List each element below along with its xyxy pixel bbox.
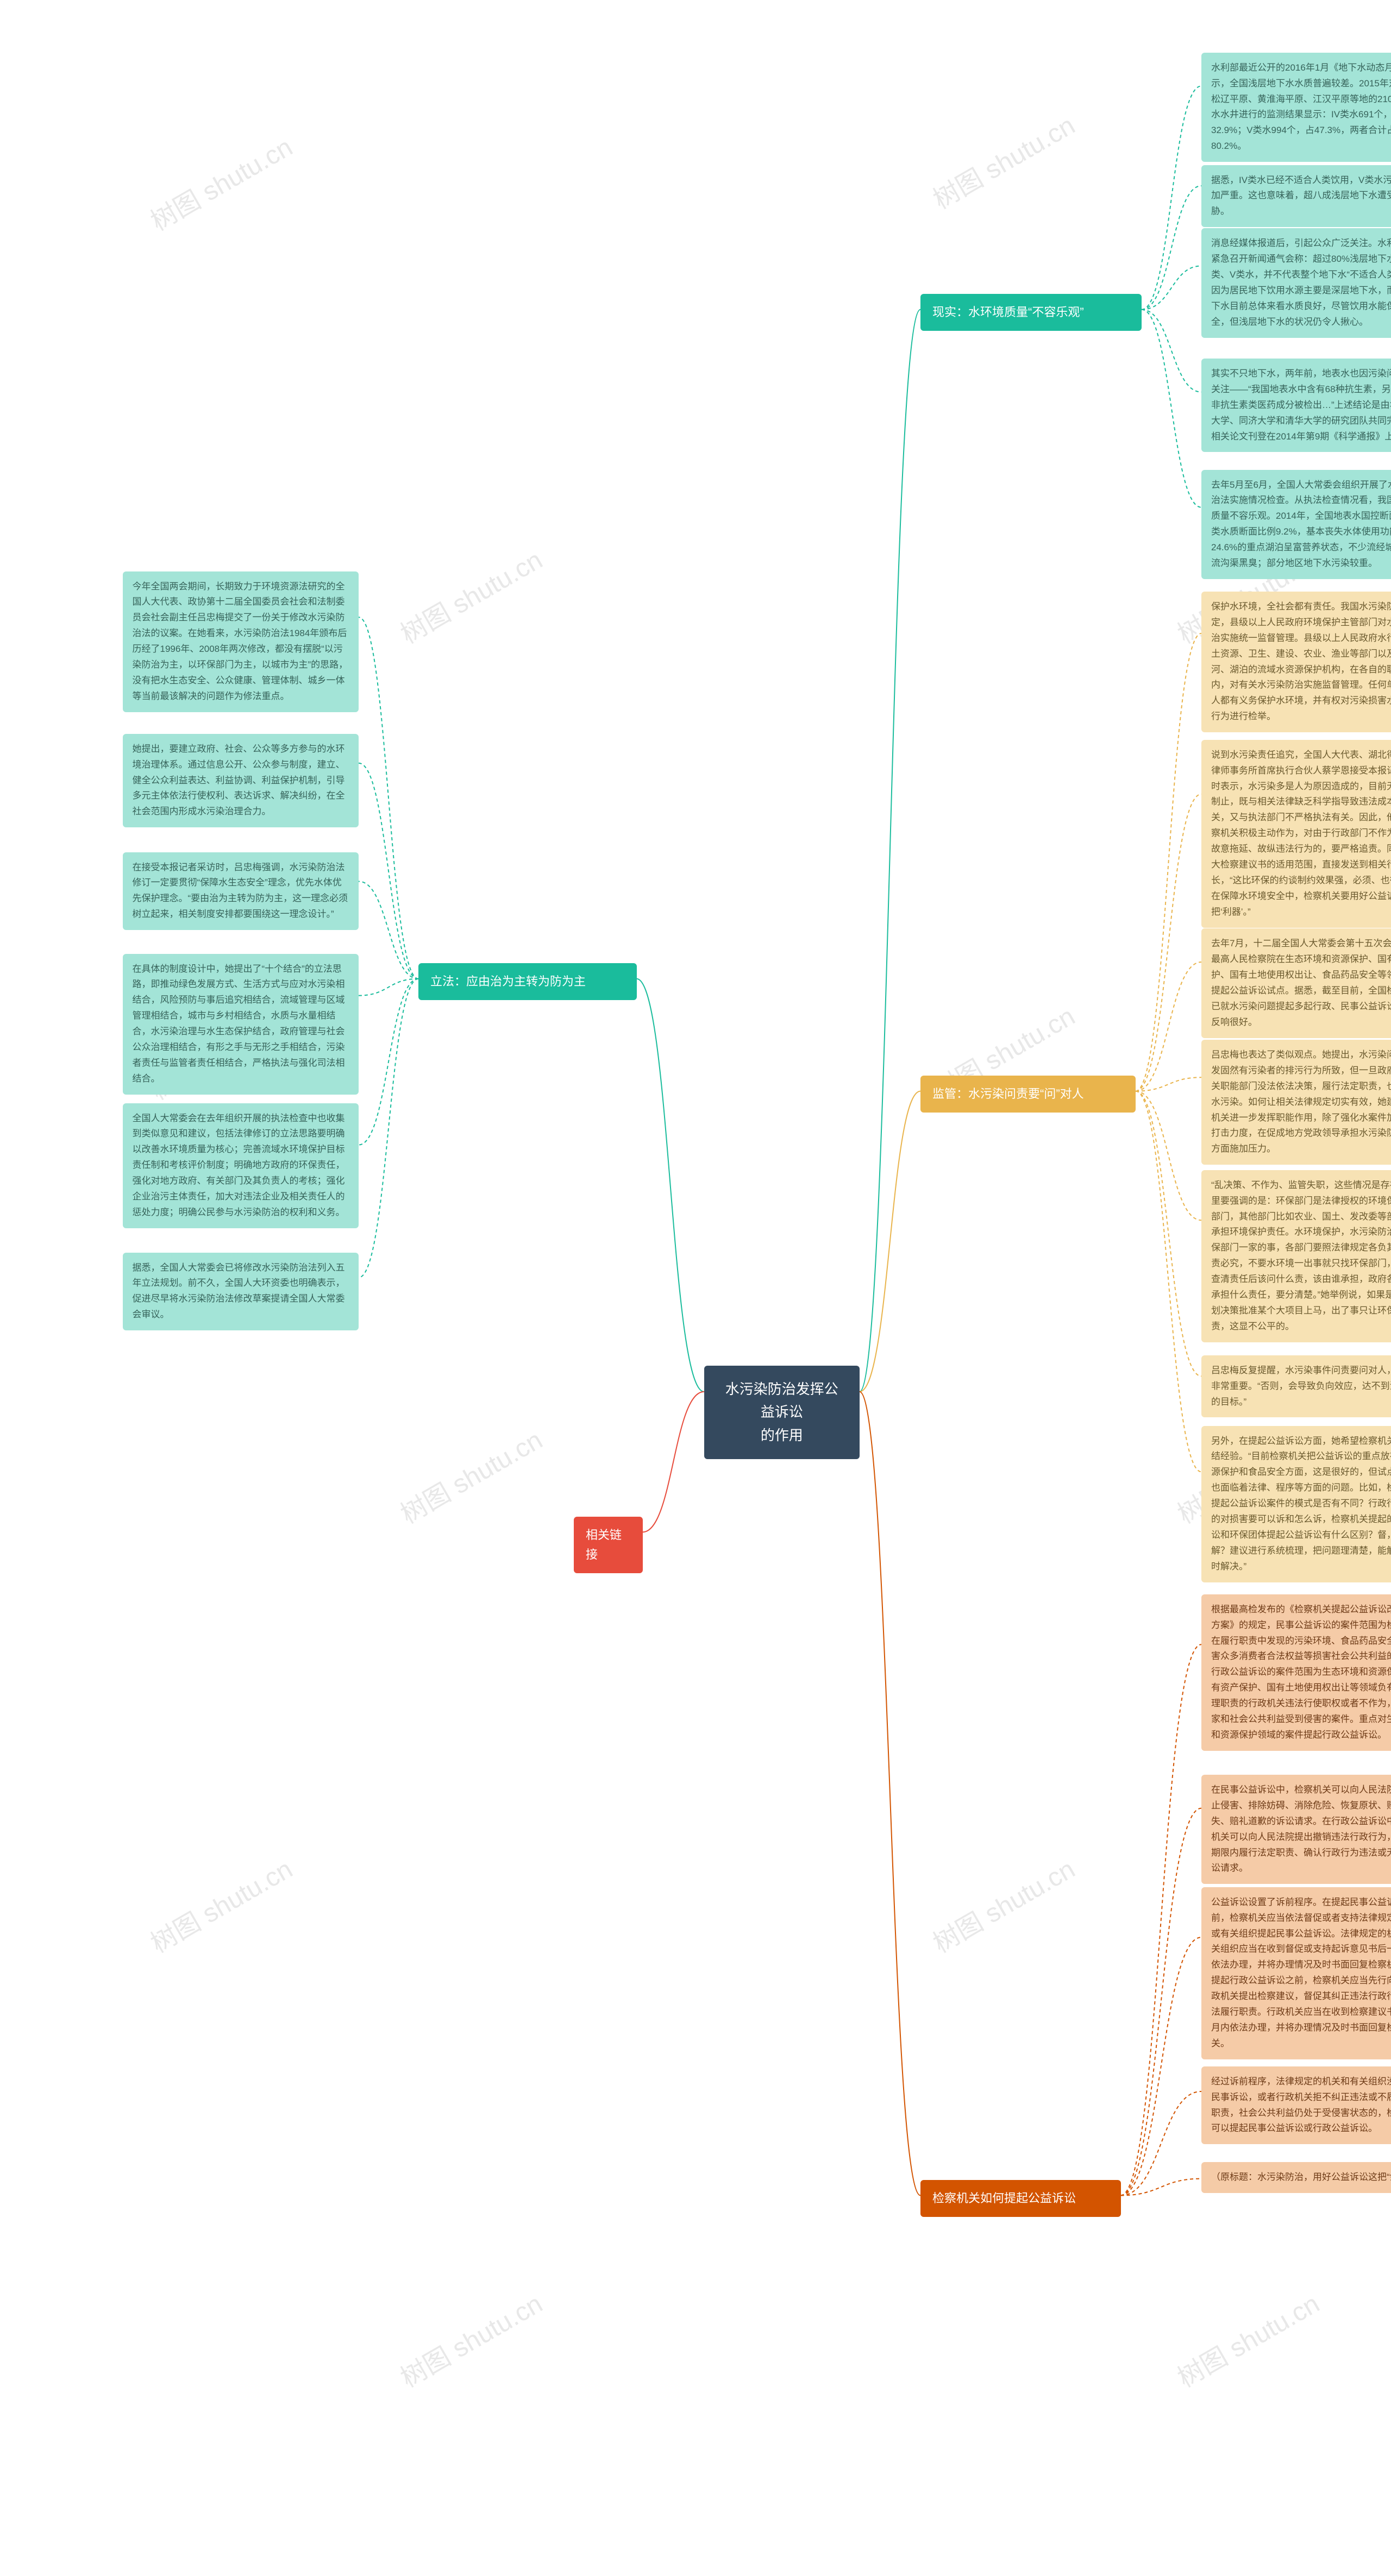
- leaf-supervision-1[interactable]: 说到水污染责任追究，全国人大代表、湖北得伟君尚律师事务所首席执行合伙人蔡学恩接受…: [1201, 740, 1391, 928]
- leaf-prosecution-4[interactable]: （原标题：水污染防治，用好公益诉讼这把“剑”）: [1201, 2162, 1391, 2193]
- leaf-legislation-5[interactable]: 据悉，全国人大常委会已将修改水污染防治法列入五年立法规划。前不久，全国人大环资委…: [123, 1253, 359, 1331]
- leaf-reality-0[interactable]: 水利部最近公开的2016年1月《地下水动态月报》显示，全国浅层地下水水质普遍较差…: [1201, 53, 1391, 162]
- watermark: 树图 shutu.cn: [392, 1419, 548, 1531]
- leaf-reality-2[interactable]: 消息经媒体报道后，引起公众广泛关注。水利部随后紧急召开新闻通气会称：超过80%浅…: [1201, 228, 1391, 337]
- leaf-supervision-6[interactable]: 另外，在提起公益诉讼方面，她希望检察机关及时总结经验。“目前检察机关把公益诉讼的…: [1201, 1426, 1391, 1582]
- leaf-reality-4[interactable]: 去年5月至6月，全国人大常委会组织开展了水污染防治法实施情况检查。从执法检查情况…: [1201, 470, 1391, 579]
- watermark: 树图 shutu.cn: [925, 1848, 1081, 1960]
- leaf-legislation-0[interactable]: 今年全国两会期间，长期致力于环境资源法研究的全国人大代表、政协第十二届全国委员会…: [123, 571, 359, 712]
- leaf-prosecution-2[interactable]: 公益诉讼设置了诉前程序。在提起民事公益诉讼之前，检察机关应当依法督促或者支持法律…: [1201, 1887, 1391, 2059]
- leaf-prosecution-1[interactable]: 在民事公益诉讼中，检察机关可以向人民法院提出停止侵害、排除妨碍、消除危险、恢复原…: [1201, 1775, 1391, 1884]
- watermark: 树图 shutu.cn: [392, 539, 548, 651]
- watermark: 树图 shutu.cn: [392, 2283, 548, 2395]
- root-node[interactable]: 水污染防治发挥公益诉讼 的作用: [704, 1366, 860, 1460]
- leaf-legislation-1[interactable]: 她提出，要建立政府、社会、公众等多方参与的水环境治理体系。通过信息公开、公众参与…: [123, 734, 359, 827]
- branch-supervision[interactable]: 监管：水污染问责要“问”对人: [920, 1076, 1136, 1113]
- leaf-supervision-4[interactable]: “乱决策、不作为、监管失职，这些情况是存在的，这里要强调的是：环保部门是法律授权…: [1201, 1170, 1391, 1342]
- watermark: 树图 shutu.cn: [142, 1848, 298, 1960]
- branch-reality[interactable]: 现实：水环境质量“不容乐观”: [920, 294, 1142, 331]
- watermark: 树图 shutu.cn: [1169, 2283, 1325, 2395]
- branch-related[interactable]: 相关链接: [574, 1517, 643, 1574]
- leaf-legislation-4[interactable]: 全国人大常委会在去年组织开展的执法检查中也收集到类似意见和建议，包括法律修订的立…: [123, 1103, 359, 1228]
- branch-legislation[interactable]: 立法：应由治为主转为防为主: [418, 963, 637, 1000]
- leaf-supervision-3[interactable]: 吕忠梅也表达了类似观点。她提出，水污染问题的频发固然有污染者的排污行为所致，但一…: [1201, 1040, 1391, 1165]
- leaf-prosecution-3[interactable]: 经过诉前程序，法律规定的机关和有关组织没有提起民事诉讼，或者行政机关拒不纠正违法…: [1201, 2066, 1391, 2145]
- leaf-prosecution-0[interactable]: 根据最高检发布的《检察机关提起公益诉讼改革试点方案》的规定，民事公益诉讼的案件范…: [1201, 1594, 1391, 1751]
- leaf-legislation-3[interactable]: 在具体的制度设计中，她提出了“十个结合”的立法思路，即推动绿色发展方式、生活方式…: [123, 954, 359, 1095]
- watermark: 树图 shutu.cn: [142, 126, 298, 238]
- leaf-supervision-2[interactable]: 去年7月，十二届全国人大常委会第十五次会议授权最高人民检察院在生态环境和资源保护…: [1201, 928, 1391, 1038]
- branch-prosecution[interactable]: 检察机关如何提起公益诉讼: [920, 2180, 1121, 2217]
- watermark: 树图 shutu.cn: [925, 104, 1081, 216]
- leaf-legislation-2[interactable]: 在接受本报记者采访时，吕忠梅强调，水污染防治法修订一定要贯彻“保障水生态安全”理…: [123, 852, 359, 931]
- leaf-supervision-5[interactable]: 吕忠梅反复提醒，水污染事件问责要问对人，这一点非常重要。“否则，会导致负向效应，…: [1201, 1355, 1391, 1418]
- leaf-supervision-0[interactable]: 保护水环境，全社会都有责任。我国水污染防治法规定，县级以上人民政府环境保护主管部…: [1201, 592, 1391, 732]
- leaf-reality-1[interactable]: 据悉，IV类水已经不适合人类饮用，V类水污染就更加严重。这也意味着，超八成浅层地…: [1201, 165, 1391, 228]
- leaf-reality-3[interactable]: 其实不只地下水，两年前，地表水也因污染问题备受关注——“我国地表水中含有68种抗…: [1201, 359, 1391, 452]
